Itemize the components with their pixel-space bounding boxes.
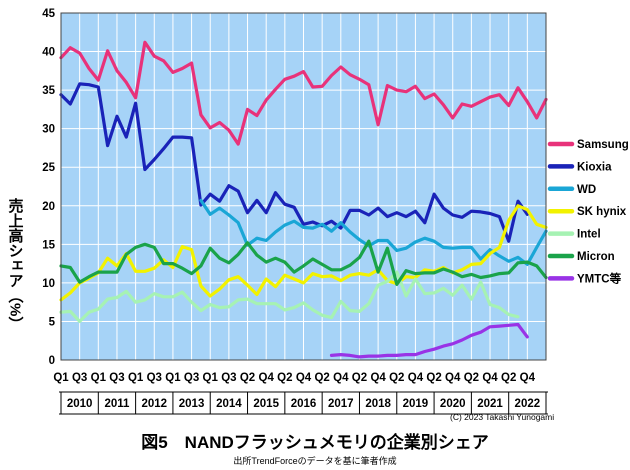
- legend-label: Kioxia: [577, 161, 612, 173]
- x-tick-label: Q1: [128, 372, 144, 384]
- legend-label: Micron: [577, 251, 615, 263]
- year-label: 2017: [328, 398, 354, 410]
- y-tick-label: 0: [49, 355, 55, 367]
- year-label: 2011: [104, 398, 130, 410]
- series-line-kioxia: [59, 82, 529, 243]
- x-tick-label: Q2: [389, 372, 404, 384]
- x-tick-label: Q2: [426, 372, 441, 384]
- legend-label: SK hynix: [577, 206, 627, 218]
- x-tick-label: Q3: [147, 372, 162, 384]
- y-tick-label: 20: [42, 201, 55, 213]
- x-tick-label: Q1: [203, 372, 219, 384]
- y-tick-label: 30: [42, 124, 55, 136]
- x-tick-label: Q4: [482, 372, 498, 384]
- year-label: 2020: [440, 398, 466, 410]
- series-line-intel: [59, 270, 520, 323]
- x-tick-label: Q4: [333, 372, 349, 384]
- year-label: 2010: [67, 398, 93, 410]
- year-label: 2021: [477, 398, 503, 410]
- legend-label: Samsung: [577, 139, 629, 151]
- year-label: 2018: [365, 398, 391, 410]
- x-tick-label: Q2: [314, 372, 329, 384]
- series-line-micron: [59, 239, 548, 286]
- y-tick-label: 25: [42, 162, 55, 174]
- legend-label: WD: [577, 184, 596, 196]
- year-label: 2016: [291, 398, 317, 410]
- year-label: 2022: [515, 398, 541, 410]
- x-tick-label: Q2: [464, 372, 479, 384]
- copyright-note: (C) 2023 Takashi Yunogami: [450, 412, 555, 422]
- x-tick-label: Q2: [352, 372, 367, 384]
- y-axis-label: 売上高シェア（%）: [7, 197, 25, 331]
- legend-label: Intel: [577, 229, 601, 241]
- x-tick-label: Q1: [53, 372, 69, 384]
- x-tick-label: Q3: [221, 372, 236, 384]
- x-tick-label: Q4: [259, 372, 275, 384]
- x-tick-label: Q2: [277, 372, 292, 384]
- year-label: 2014: [216, 398, 242, 410]
- year-label: 2012: [141, 398, 167, 410]
- series-line-ymtc: [329, 322, 529, 359]
- series-line-wd: [199, 198, 548, 266]
- x-tick-label: Q3: [109, 372, 124, 384]
- plot-frame: [60, 12, 547, 361]
- y-tick-label: 5: [49, 316, 56, 328]
- x-tick-label: Q3: [72, 372, 87, 384]
- y-tick-label: 10: [42, 278, 55, 290]
- x-tick-label: Q4: [370, 372, 386, 384]
- x-tick-label: Q3: [184, 372, 199, 384]
- series-line-skhynix: [59, 204, 548, 302]
- legend-label: YMTC等: [577, 271, 622, 285]
- x-tick-label: Q4: [408, 372, 424, 384]
- x-tick-label: Q4: [296, 372, 312, 384]
- x-tick-label: Q4: [520, 372, 536, 384]
- y-tick-label: 45: [42, 8, 55, 20]
- x-tick-label: Q1: [91, 372, 107, 384]
- year-label: 2019: [403, 398, 429, 410]
- x-tick-label: Q2: [240, 372, 255, 384]
- series-line-samsung: [59, 40, 548, 146]
- x-tick-label: Q1: [165, 372, 181, 384]
- year-label: 2013: [179, 398, 205, 410]
- source-note: 出所TrendForceのデータを基に筆者作成: [233, 456, 397, 466]
- y-tick-label: 35: [42, 85, 55, 97]
- y-tick-label: 40: [42, 47, 55, 59]
- y-tick-label: 15: [42, 239, 55, 251]
- chart-title: 図5 NANDフラッシュメモリの企業別シェア: [141, 433, 489, 452]
- year-label: 2015: [253, 398, 279, 410]
- x-tick-label: Q4: [445, 372, 461, 384]
- x-tick-label: Q2: [501, 372, 516, 384]
